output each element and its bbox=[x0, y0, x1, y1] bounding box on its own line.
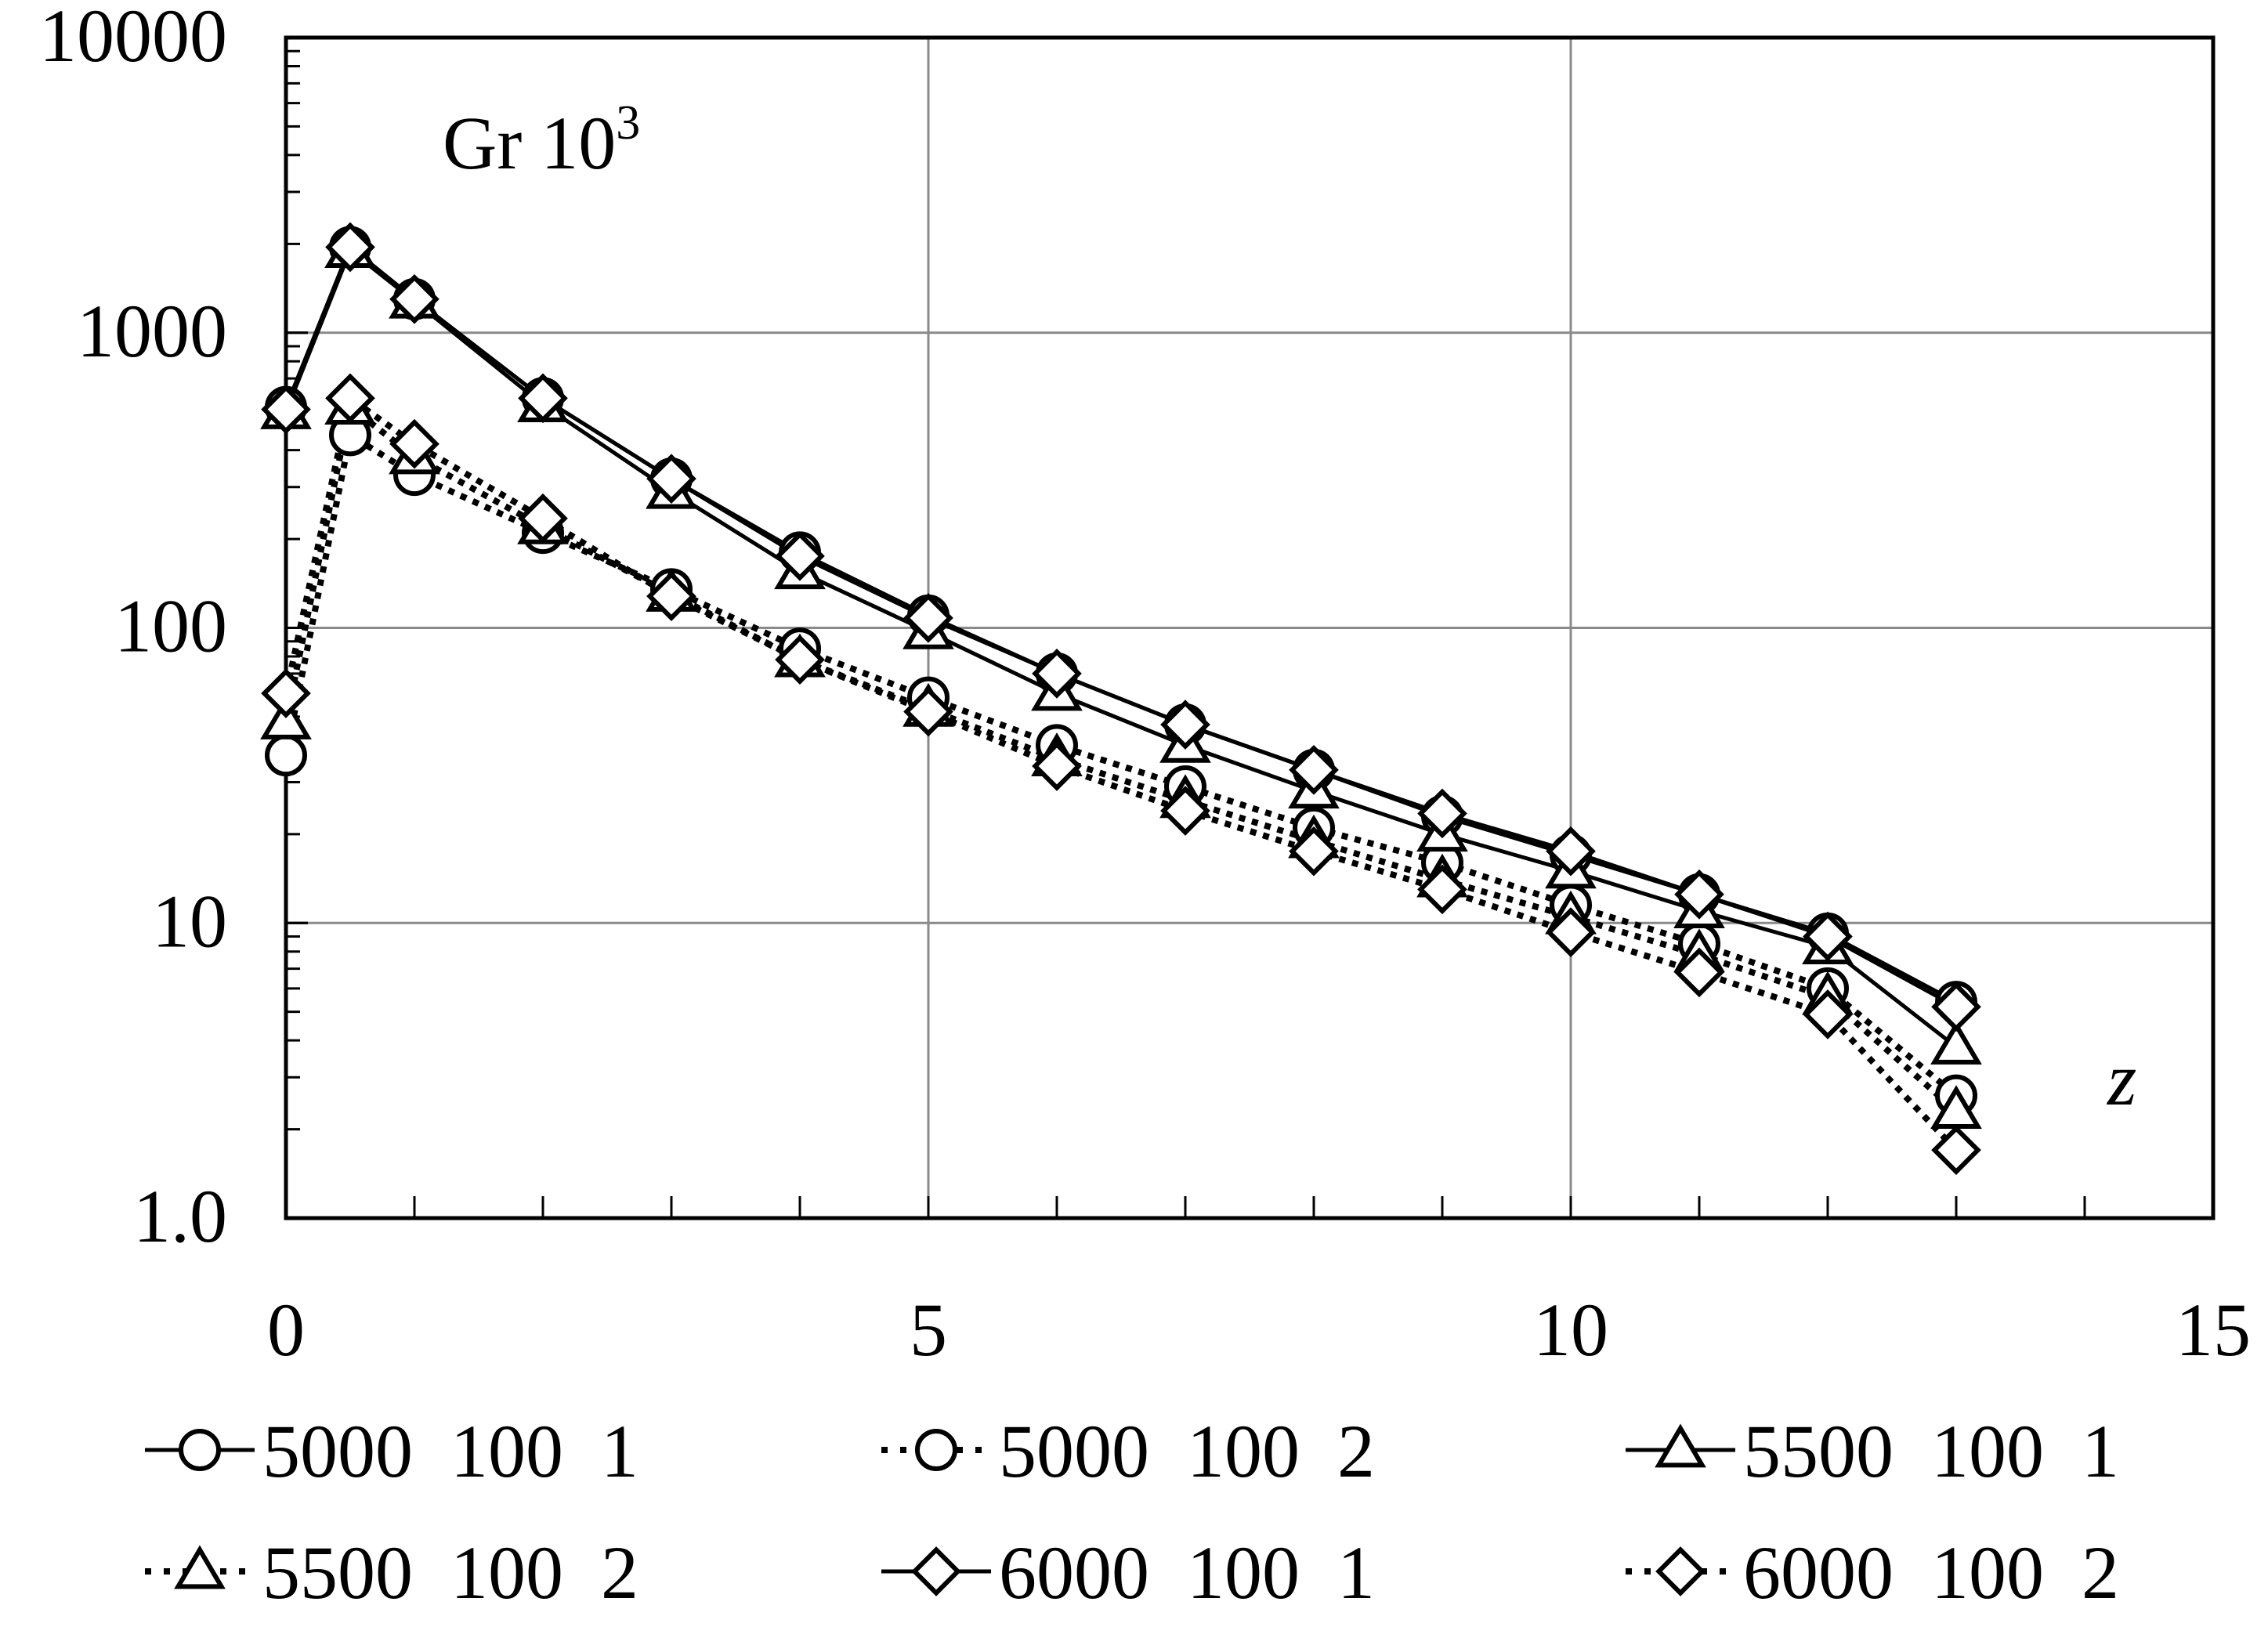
y-axis-label: Gr 103 bbox=[443, 96, 640, 185]
data-point bbox=[903, 686, 953, 737]
data-point bbox=[1674, 947, 1724, 998]
legend-marker bbox=[1655, 1546, 1706, 1596]
data-point bbox=[1160, 700, 1210, 750]
data-point bbox=[1160, 786, 1210, 836]
x-tick-labels: 0 5 10 15 bbox=[267, 1288, 2251, 1372]
legend-item: 5500 100 1 bbox=[1626, 1409, 2119, 1493]
series-markers bbox=[265, 226, 1977, 1024]
data-point bbox=[1546, 907, 1596, 957]
legend-marker bbox=[174, 1545, 226, 1589]
y-tick-label: 1000 bbox=[77, 289, 227, 373]
data-point bbox=[1417, 864, 1467, 915]
legend-marker bbox=[911, 1546, 961, 1596]
data-point bbox=[261, 384, 311, 435]
data-point bbox=[1674, 869, 1724, 920]
series-markers bbox=[260, 224, 1982, 1065]
legend-label: 5500 100 1 bbox=[1743, 1409, 2119, 1493]
x-tick-label: 10 bbox=[1533, 1288, 1608, 1372]
y-tick-label: 10000 bbox=[39, 0, 227, 78]
data-point bbox=[775, 635, 825, 685]
series-markers bbox=[261, 222, 1981, 1032]
legend-label: 5000 100 1 bbox=[262, 1409, 638, 1493]
x-axis-label: z bbox=[2106, 1037, 2136, 1121]
grid bbox=[286, 38, 2213, 1218]
legend-item: 5000 100 2 bbox=[881, 1409, 1375, 1493]
data-point bbox=[775, 531, 825, 581]
data-point bbox=[265, 734, 307, 777]
legend-item: 6000 100 2 bbox=[1626, 1531, 2119, 1614]
y-axis-label-main: Gr 10 bbox=[443, 101, 616, 185]
data-point bbox=[1546, 826, 1596, 877]
x-tick-label: 15 bbox=[2176, 1288, 2251, 1372]
legend-item: 5500 100 2 bbox=[145, 1531, 638, 1614]
data-point bbox=[389, 273, 439, 324]
legend-label: 6000 100 1 bbox=[999, 1531, 1375, 1614]
legend-marker bbox=[915, 1429, 957, 1471]
data-point bbox=[1931, 1125, 1981, 1176]
y-tick-label: 100 bbox=[114, 584, 227, 668]
series-line bbox=[283, 392, 1959, 1152]
data-point bbox=[518, 493, 568, 544]
data-point bbox=[1289, 745, 1339, 795]
data-point bbox=[260, 696, 312, 739]
data-point bbox=[1289, 826, 1339, 877]
data-point bbox=[1417, 788, 1467, 839]
x-tick-label: 5 bbox=[910, 1288, 947, 1372]
data-point bbox=[1930, 1021, 1982, 1065]
data-point bbox=[1931, 982, 1981, 1032]
data-point bbox=[903, 593, 953, 643]
legend-marker bbox=[1655, 1423, 1706, 1468]
data-point bbox=[518, 373, 568, 424]
series-layer bbox=[260, 222, 1982, 1176]
legend-item: 6000 100 1 bbox=[881, 1531, 1375, 1614]
data-point bbox=[1032, 649, 1082, 699]
y-tick-labels: 1.0 10 100 1000 10000 bbox=[39, 0, 227, 1258]
data-point bbox=[1803, 989, 1853, 1039]
x-tick-label: 0 bbox=[267, 1288, 305, 1372]
data-point bbox=[325, 222, 375, 273]
series-markers bbox=[261, 373, 1981, 1176]
data-point bbox=[646, 571, 696, 621]
legend-label: 5500 100 2 bbox=[262, 1531, 638, 1614]
data-point bbox=[1803, 911, 1853, 962]
legend-marker bbox=[179, 1429, 221, 1471]
y-minor-ticks bbox=[286, 36, 2086, 1220]
data-point bbox=[261, 668, 311, 718]
legend: 5000 100 1 5000 100 2 5500 100 1 5500 100 2… bbox=[145, 1409, 2119, 1614]
y-tick-label: 10 bbox=[152, 879, 227, 963]
data-point bbox=[325, 373, 375, 424]
legend-label: 6000 100 2 bbox=[1743, 1531, 2119, 1614]
y-axis-label-exponent: 3 bbox=[616, 96, 640, 150]
series-markers bbox=[260, 381, 1982, 1130]
legend-label: 5000 100 2 bbox=[999, 1409, 1375, 1493]
data-point bbox=[1032, 741, 1082, 791]
data-point bbox=[646, 454, 696, 504]
y-tick-label: 1.0 bbox=[133, 1174, 227, 1258]
legend-item: 5000 100 1 bbox=[145, 1409, 638, 1493]
data-point bbox=[389, 418, 439, 469]
series-line-group bbox=[283, 392, 1959, 1152]
